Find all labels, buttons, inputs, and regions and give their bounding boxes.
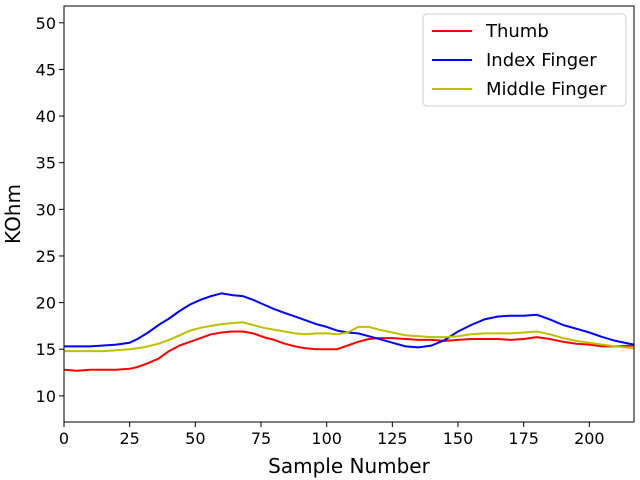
y-tick-label: 20 [36,294,56,313]
y-tick-label: 30 [36,200,56,219]
x-tick-label: 200 [574,429,605,448]
plot-frame [63,5,635,423]
x-tick-label: 75 [251,429,271,448]
legend-box [422,13,627,107]
x-tick-label: 25 [119,429,139,448]
x-tick-label: 150 [443,429,474,448]
y-tick-label: 45 [36,60,56,79]
y-axis: 10 15 20 25 30 35 40 45 50 [36,14,64,406]
legend-label-0: Thumb [485,21,549,42]
x-tick-label: 100 [311,429,342,448]
y-axis-label: KOhm [1,184,25,244]
series-line-1 [64,292,635,349]
y-tick-label: 15 [36,340,56,359]
legend-label-2: Middle Finger [486,79,607,100]
series-layer [63,292,635,372]
legend-label-1: Index Finger [486,50,597,71]
series-line-0 [63,330,635,372]
x-tick-label: 175 [508,429,539,448]
x-tick-label: 125 [377,429,408,448]
x-tick-label: 50 [185,429,205,448]
y-tick-label: 10 [36,387,56,406]
x-axis: 0 25 50 75 100 125 150 175 200 [59,422,605,448]
x-tick-label: 0 [59,429,69,448]
y-tick-label: 50 [36,14,56,33]
x-axis-label: Sample Number [268,454,430,478]
y-tick-label: 40 [36,107,56,126]
legend: Thumb Index Finger Middle Finger [422,13,627,107]
y-tick-label: 35 [36,154,56,173]
y-tick-label: 25 [36,247,56,266]
series-line-2 [64,321,635,353]
